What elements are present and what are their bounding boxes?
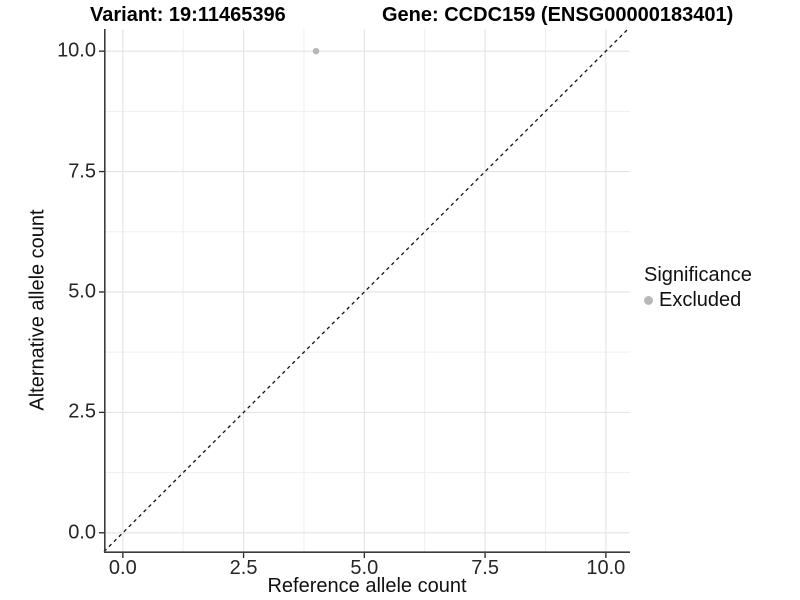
legend-point-icon [644, 296, 653, 305]
legend-title: Significance [644, 264, 752, 286]
x-tick-label: 7.5 [471, 557, 499, 579]
data-point [312, 47, 320, 55]
y-tick-label: 0.0 [68, 521, 96, 544]
y-tick-label: 10.0 [57, 39, 96, 62]
y-tick-label: 7.5 [68, 160, 96, 183]
legend: Significance Excluded [644, 262, 752, 312]
y-tick-label: 2.5 [68, 400, 96, 423]
y-axis-title: Alternative allele count [26, 209, 49, 411]
plot-panel [99, 28, 630, 558]
x-axis-title: Reference allele count [267, 575, 467, 597]
variant-title: Variant: 19:11465396 [90, 4, 286, 26]
legend-entries: Excluded [644, 289, 752, 312]
x-tick-label: 5.0 [350, 557, 379, 579]
legend-entry-excluded: Excluded [644, 289, 752, 312]
x-tick-label: 2.5 [229, 557, 258, 579]
legend-entry-label: Excluded [659, 289, 742, 311]
x-tick-label: 0.0 [108, 557, 137, 579]
y-tick-label: 5.0 [68, 280, 96, 303]
x-tick-label: 10.0 [586, 557, 626, 579]
gene-title: Gene: CCDC159 (ENSG00000183401) [382, 4, 734, 26]
identity-line [103, 28, 629, 553]
